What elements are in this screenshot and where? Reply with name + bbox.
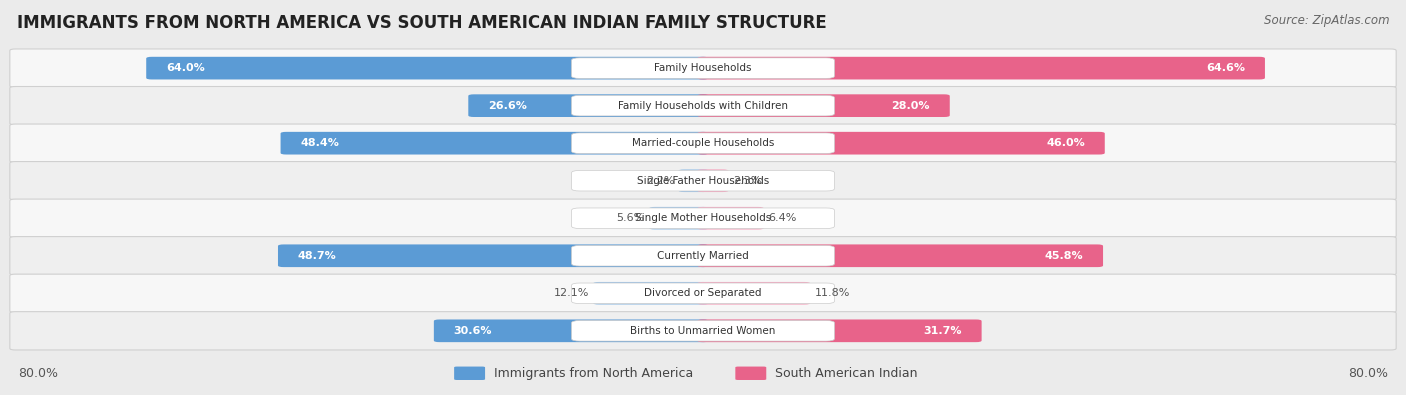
FancyBboxPatch shape — [697, 57, 1265, 79]
Text: 2.2%: 2.2% — [645, 176, 675, 186]
FancyBboxPatch shape — [10, 162, 1396, 200]
FancyBboxPatch shape — [735, 367, 766, 380]
FancyBboxPatch shape — [434, 320, 709, 342]
Text: Births to Unmarried Women: Births to Unmarried Women — [630, 326, 776, 336]
Text: 5.6%: 5.6% — [617, 213, 645, 223]
Text: Family Households with Children: Family Households with Children — [619, 101, 787, 111]
FancyBboxPatch shape — [650, 207, 709, 229]
FancyBboxPatch shape — [468, 94, 709, 117]
Text: Currently Married: Currently Married — [657, 251, 749, 261]
FancyBboxPatch shape — [697, 169, 728, 192]
Text: Immigrants from North America: Immigrants from North America — [494, 367, 693, 380]
FancyBboxPatch shape — [10, 124, 1396, 162]
FancyBboxPatch shape — [10, 237, 1396, 275]
Text: 80.0%: 80.0% — [18, 367, 58, 380]
FancyBboxPatch shape — [571, 95, 834, 116]
Text: 46.0%: 46.0% — [1046, 138, 1085, 148]
FancyBboxPatch shape — [679, 169, 709, 192]
FancyBboxPatch shape — [571, 171, 834, 191]
FancyBboxPatch shape — [697, 282, 810, 305]
FancyBboxPatch shape — [571, 283, 834, 304]
FancyBboxPatch shape — [10, 199, 1396, 237]
FancyBboxPatch shape — [10, 87, 1396, 125]
FancyBboxPatch shape — [278, 245, 709, 267]
FancyBboxPatch shape — [697, 132, 1105, 154]
Text: Single Mother Households: Single Mother Households — [636, 213, 770, 223]
FancyBboxPatch shape — [146, 57, 709, 79]
Text: 2.3%: 2.3% — [733, 176, 761, 186]
FancyBboxPatch shape — [281, 132, 709, 154]
FancyBboxPatch shape — [593, 282, 709, 305]
Text: 31.7%: 31.7% — [924, 326, 962, 336]
FancyBboxPatch shape — [571, 133, 834, 153]
Text: 26.6%: 26.6% — [488, 101, 527, 111]
FancyBboxPatch shape — [571, 321, 834, 341]
Text: IMMIGRANTS FROM NORTH AMERICA VS SOUTH AMERICAN INDIAN FAMILY STRUCTURE: IMMIGRANTS FROM NORTH AMERICA VS SOUTH A… — [17, 14, 827, 32]
Text: Married-couple Households: Married-couple Households — [631, 138, 775, 148]
Text: 6.4%: 6.4% — [768, 213, 796, 223]
Text: 48.4%: 48.4% — [301, 138, 339, 148]
FancyBboxPatch shape — [697, 320, 981, 342]
Text: Family Households: Family Households — [654, 63, 752, 73]
Text: 80.0%: 80.0% — [1348, 367, 1388, 380]
Text: Divorced or Separated: Divorced or Separated — [644, 288, 762, 298]
Text: 28.0%: 28.0% — [891, 101, 931, 111]
Text: 64.6%: 64.6% — [1206, 63, 1246, 73]
Text: South American Indian: South American Indian — [775, 367, 917, 380]
FancyBboxPatch shape — [10, 49, 1396, 87]
Text: 48.7%: 48.7% — [298, 251, 336, 261]
Text: 30.6%: 30.6% — [454, 326, 492, 336]
FancyBboxPatch shape — [10, 312, 1396, 350]
Text: 45.8%: 45.8% — [1045, 251, 1084, 261]
FancyBboxPatch shape — [697, 94, 950, 117]
Text: 64.0%: 64.0% — [166, 63, 205, 73]
Text: 12.1%: 12.1% — [554, 288, 589, 298]
FancyBboxPatch shape — [10, 274, 1396, 312]
FancyBboxPatch shape — [571, 208, 834, 228]
FancyBboxPatch shape — [697, 245, 1104, 267]
FancyBboxPatch shape — [697, 207, 763, 229]
Text: Single Father Households: Single Father Households — [637, 176, 769, 186]
Text: Source: ZipAtlas.com: Source: ZipAtlas.com — [1264, 14, 1389, 27]
FancyBboxPatch shape — [571, 58, 834, 78]
FancyBboxPatch shape — [571, 245, 834, 266]
FancyBboxPatch shape — [454, 367, 485, 380]
Text: 11.8%: 11.8% — [814, 288, 849, 298]
